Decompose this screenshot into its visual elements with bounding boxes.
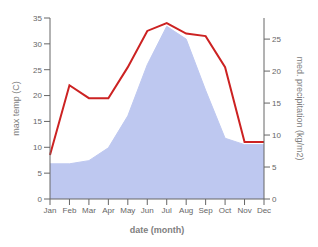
svg-text:Nov: Nov (237, 206, 251, 215)
svg-text:0: 0 (272, 195, 277, 204)
svg-text:Aug: Aug (179, 206, 193, 215)
svg-text:20: 20 (272, 67, 281, 76)
svg-text:Jul: Jul (162, 206, 172, 215)
svg-text:May: May (120, 206, 135, 215)
svg-text:Jan: Jan (44, 206, 57, 215)
svg-text:Apr: Apr (102, 206, 115, 215)
svg-text:0: 0 (38, 195, 43, 204)
svg-text:15: 15 (33, 117, 42, 126)
svg-text:5: 5 (38, 169, 43, 178)
svg-text:Oct: Oct (219, 206, 232, 215)
svg-text:Dec: Dec (257, 206, 271, 215)
svg-text:25: 25 (272, 35, 281, 44)
svg-text:20: 20 (33, 91, 42, 100)
svg-text:5: 5 (272, 163, 277, 172)
svg-text:Mar: Mar (82, 206, 96, 215)
svg-text:Feb: Feb (63, 206, 77, 215)
svg-text:30: 30 (33, 40, 42, 49)
svg-text:35: 35 (33, 14, 42, 23)
svg-text:Jun: Jun (141, 206, 154, 215)
svg-text:25: 25 (33, 66, 42, 75)
svg-text:15: 15 (272, 99, 281, 108)
svg-text:10: 10 (33, 143, 42, 152)
svg-text:Sep: Sep (199, 206, 214, 215)
svg-text:med. precipitation (kg/m2): med. precipitation (kg/m2) (295, 56, 305, 160)
svg-text:max temp (C): max temp (C) (11, 81, 21, 136)
svg-text:10: 10 (272, 131, 281, 140)
svg-text:date (month): date (month) (130, 225, 185, 235)
